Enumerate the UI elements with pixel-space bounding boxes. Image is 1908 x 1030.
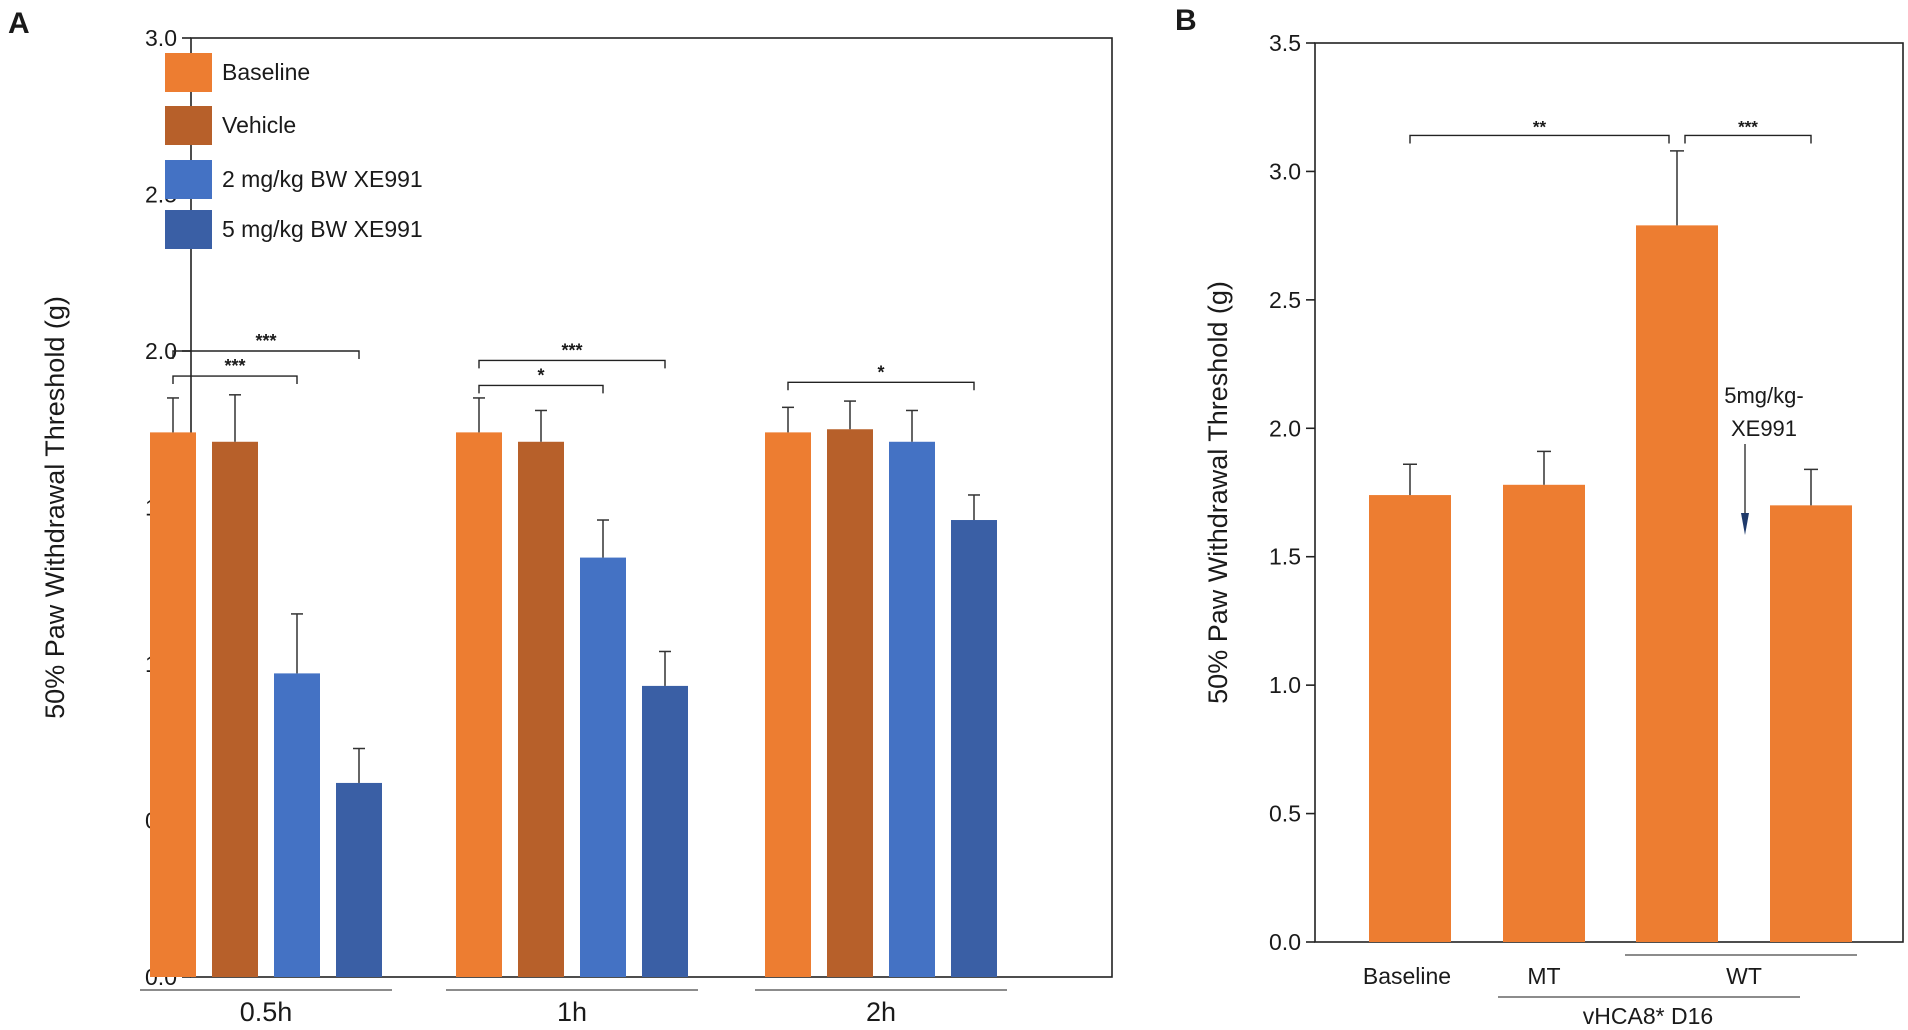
legend-swatch-a [165, 53, 212, 92]
x-category-label-b: MT [1527, 963, 1560, 989]
bar-b [1369, 495, 1451, 942]
x-category-label-b: Baseline [1363, 963, 1451, 989]
bar-a [765, 432, 811, 977]
legend-swatch-a [165, 210, 212, 249]
annotation-text-b: 5mg/kg- [1724, 383, 1803, 408]
bar-a [212, 441, 258, 977]
y-axis-label-a: 50% Paw Withdrawal Threshold (g) [40, 296, 70, 719]
y-tick-label-b: 1.0 [1269, 672, 1301, 698]
bar-a [827, 429, 873, 977]
annotation-text-b: XE991 [1731, 416, 1797, 441]
significance-bracket-a [787, 381, 975, 391]
plot-frame-b [1314, 42, 1904, 943]
significance-label-a: *** [224, 356, 245, 376]
panel-b: B 0.0 0.5 1.0 1.5 2.0 2.5 3.0 3.5 50% Paw Withdra… [1175, 4, 1904, 1029]
legend-label-a: 5 mg/kg BW XE991 [222, 216, 423, 242]
x-axis-label-b: vHCA8* D16 [1583, 1003, 1713, 1029]
panel-a: A0.00.51.01.52.02.53.050% Paw Withdrawal… [8, 7, 1113, 1027]
bar-a [951, 520, 997, 977]
significance-label-b: ** [1533, 117, 1547, 136]
bar-b [1770, 505, 1852, 942]
legend-swatch-a [165, 106, 212, 145]
y-tick-label-b: 1.5 [1269, 544, 1301, 570]
y-tick-label-b: 0.5 [1269, 801, 1301, 827]
y-tick-label-b: 3.0 [1269, 158, 1301, 184]
significance-bracket-a [172, 375, 298, 385]
y-tick-label-b: 2.0 [1269, 415, 1301, 441]
significance-label-b: *** [1738, 117, 1758, 136]
y-tick-label-b: 2.5 [1269, 287, 1301, 313]
bar-b [1503, 484, 1585, 942]
significance-bracket-a [478, 384, 604, 394]
panel-label-b: B [1175, 4, 1197, 37]
significance-bracket-b [1684, 134, 1812, 144]
significance-bracket-a [172, 350, 360, 359]
y-tick-label-a: 2.0 [145, 338, 177, 364]
bar-a [889, 441, 935, 977]
legend-label-a: Vehicle [222, 112, 296, 138]
bar-a [274, 673, 320, 977]
legend-label-a: 2 mg/kg BW XE991 [222, 166, 423, 192]
x-category-label-a: 0.5h [240, 997, 293, 1027]
legend-label-a: Baseline [222, 59, 310, 85]
y-axis-label-b: 50% Paw Withdrawal Threshold (g) [1203, 281, 1233, 704]
y-tick-label-b: 0.0 [1269, 929, 1301, 955]
x-category-label-a: 2h [866, 997, 896, 1027]
significance-label-a: *** [561, 340, 582, 360]
bar-a [456, 432, 502, 977]
y-tick-label-a: 3.0 [145, 25, 177, 51]
legend-swatch-a [165, 160, 212, 199]
panel-label-a: A [8, 7, 30, 40]
y-tick-label-b: 3.5 [1269, 30, 1301, 56]
bar-b [1636, 225, 1718, 942]
significance-label-a: * [537, 365, 544, 385]
significance-label-a: *** [255, 331, 276, 351]
bar-a [336, 782, 382, 977]
bar-a [518, 441, 564, 977]
bar-a [150, 432, 196, 977]
bar-a [580, 557, 626, 977]
arrow-down-icon [1741, 513, 1749, 535]
bar-a [642, 685, 688, 977]
x-category-label-a: 1h [557, 997, 587, 1027]
significance-bracket-b [1409, 134, 1670, 144]
significance-label-a: * [877, 362, 884, 382]
significance-bracket-a [478, 359, 666, 369]
x-category-label-b: WT [1726, 963, 1762, 989]
